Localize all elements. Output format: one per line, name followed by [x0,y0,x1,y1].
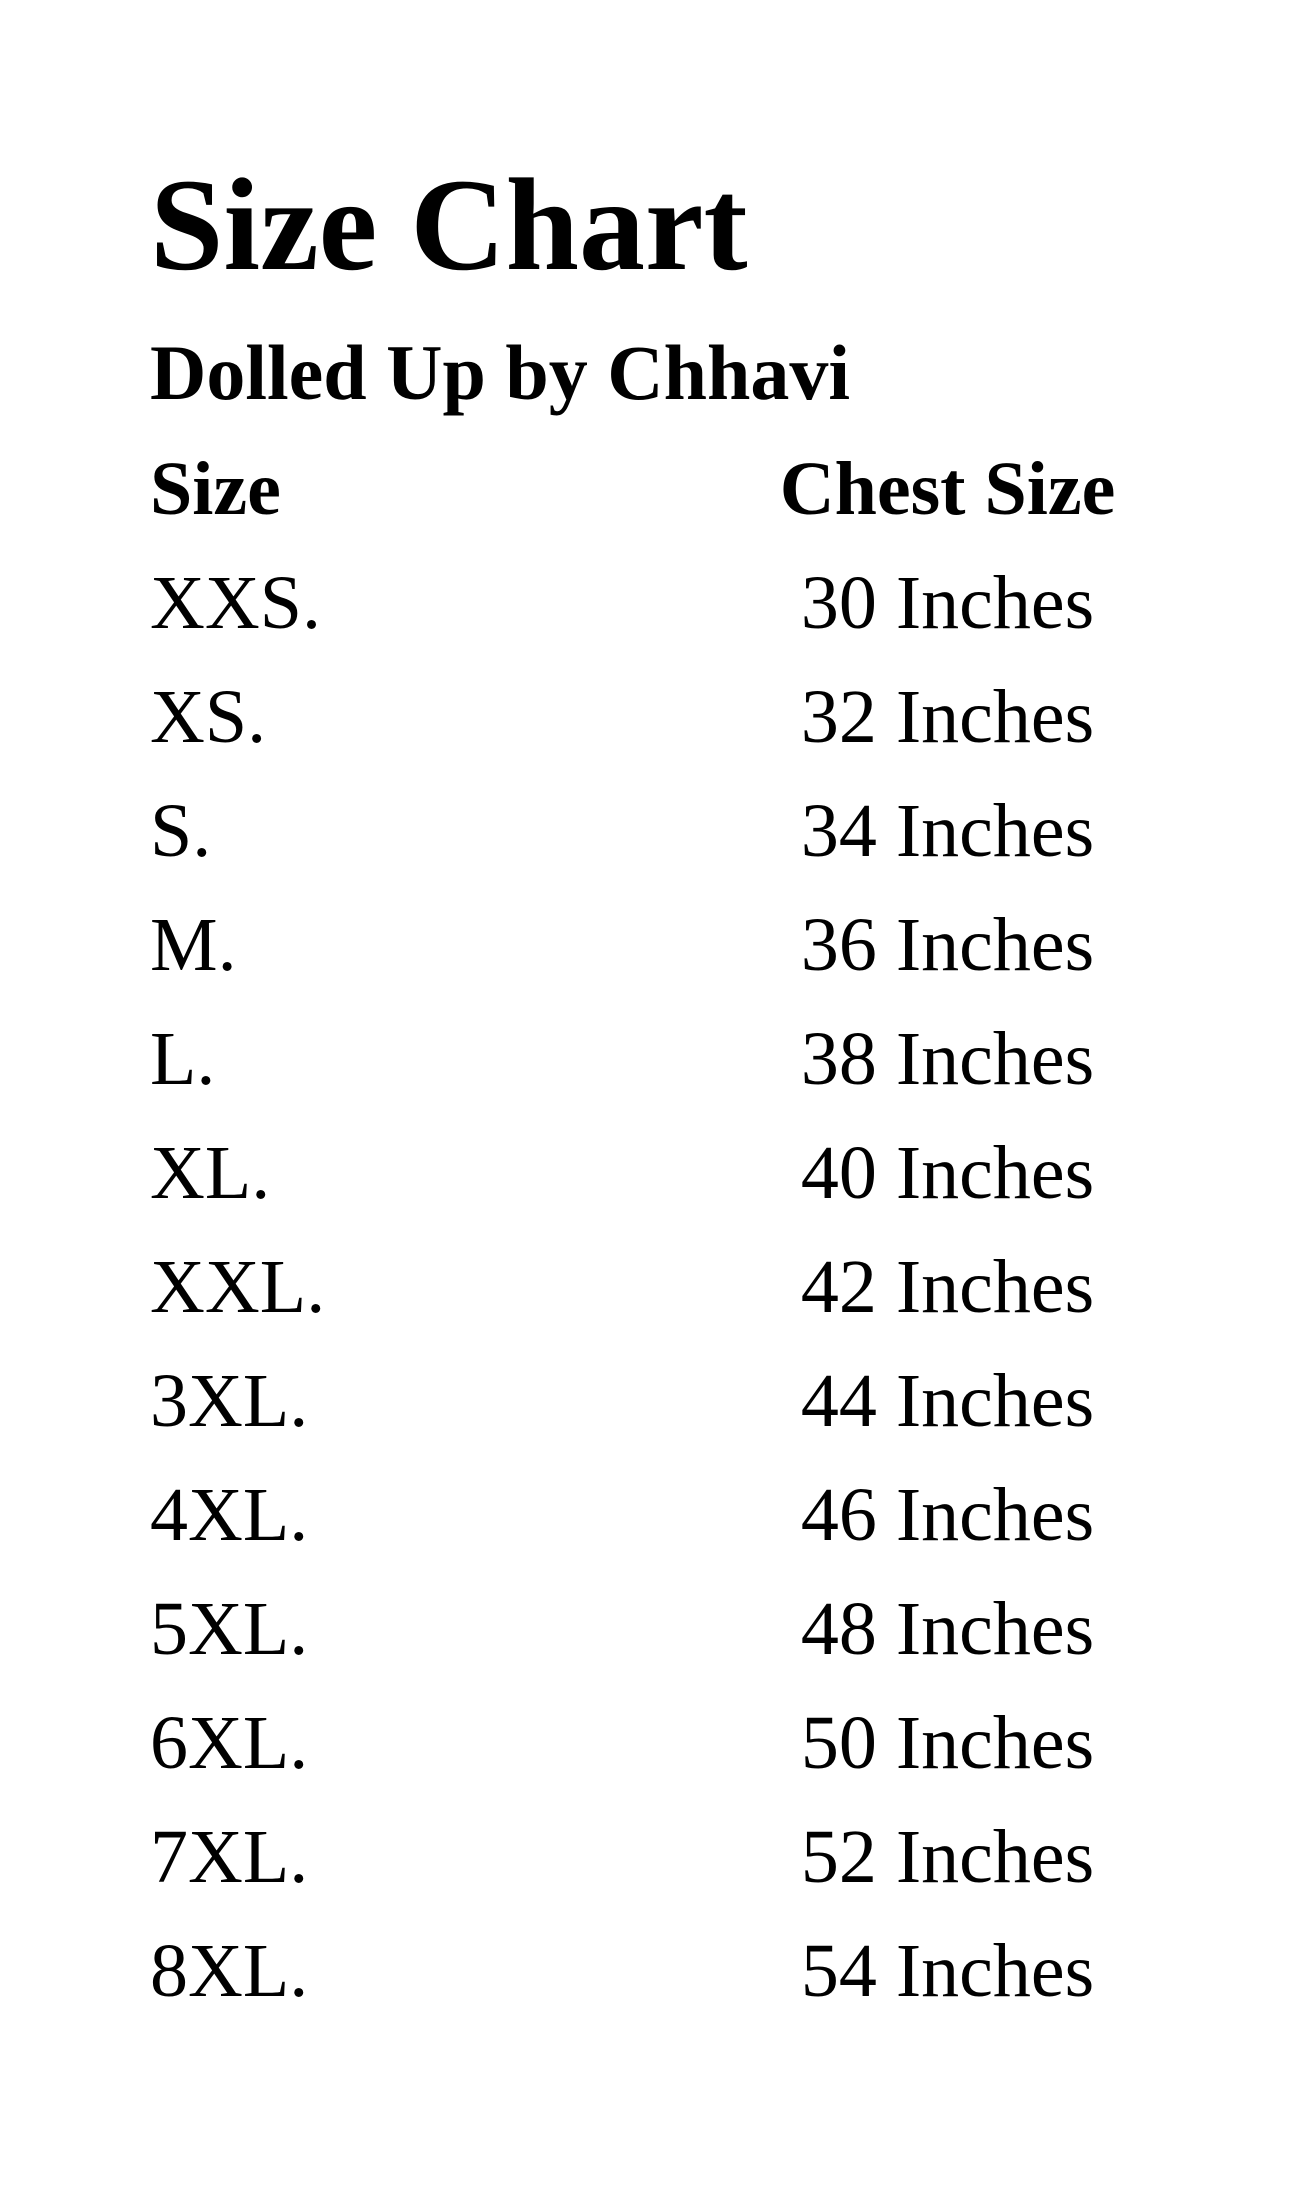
page-title: Size Chart [150,151,748,298]
table-row: 3XL. 44 Inches [150,1344,1275,1458]
size-cell: 7XL. [150,1814,309,1899]
table-row: M. 36 Inches [150,888,1275,1002]
size-cell: XXS. [150,560,322,645]
table-row: 7XL. 52 Inches [150,1800,1275,1914]
table-row: XS. 32 Inches [150,660,1275,774]
chest-size-cell: 48 Inches [800,1586,1095,1671]
brand-subtitle: Dolled Up by Chhavi [150,329,851,417]
size-chart-table: Size Chest Size XXS. 30 Inches XS. 32 Inche… [150,432,1275,2028]
table-row: 4XL. 46 Inches [150,1458,1275,1572]
table-body: XXS. 30 Inches XS. 32 Inches S. 34 Inches M. 36… [150,546,1275,2028]
size-cell: 5XL. [150,1586,309,1671]
size-cell: 4XL. [150,1472,309,1557]
chest-size-cell: 54 Inches [800,1928,1095,2013]
table-row: XL. 40 Inches [150,1116,1275,1230]
chest-size-cell: 52 Inches [800,1814,1095,1899]
chest-size-cell: 42 Inches [800,1244,1095,1329]
chest-size-cell: 38 Inches [800,1016,1095,1101]
chest-size-cell: 50 Inches [800,1700,1095,1785]
chest-size-cell: 36 Inches [800,902,1095,987]
table-row: 5XL. 48 Inches [150,1572,1275,1686]
size-cell: 8XL. [150,1928,309,2013]
chest-size-cell: 30 Inches [800,560,1095,645]
table-row: XXL. 42 Inches [150,1230,1275,1344]
chest-size-cell: 34 Inches [800,788,1095,873]
size-cell: XXL. [150,1244,326,1329]
size-cell: L. [150,1016,216,1101]
chest-size-cell: 46 Inches [800,1472,1095,1557]
chest-size-cell: 32 Inches [800,674,1095,759]
size-cell: XS. [150,674,267,759]
table-row: S. 34 Inches [150,774,1275,888]
size-cell: M. [150,902,237,987]
chest-size-cell: 44 Inches [800,1358,1095,1443]
table-row: XXS. 30 Inches [150,546,1275,660]
header-row: Size Chest Size [150,432,1275,546]
chest-size-cell: 40 Inches [800,1130,1095,1215]
column-header-size: Size [150,446,281,531]
column-header-chest-size: Chest Size [779,446,1116,531]
size-cell: 3XL. [150,1358,309,1443]
table-row: 8XL. 54 Inches [150,1914,1275,2028]
table-row: L. 38 Inches [150,1002,1275,1116]
table-row: 6XL. 50 Inches [150,1686,1275,1800]
size-cell: S. [150,788,212,873]
size-cell: XL. [150,1130,271,1215]
size-cell: 6XL. [150,1700,309,1785]
